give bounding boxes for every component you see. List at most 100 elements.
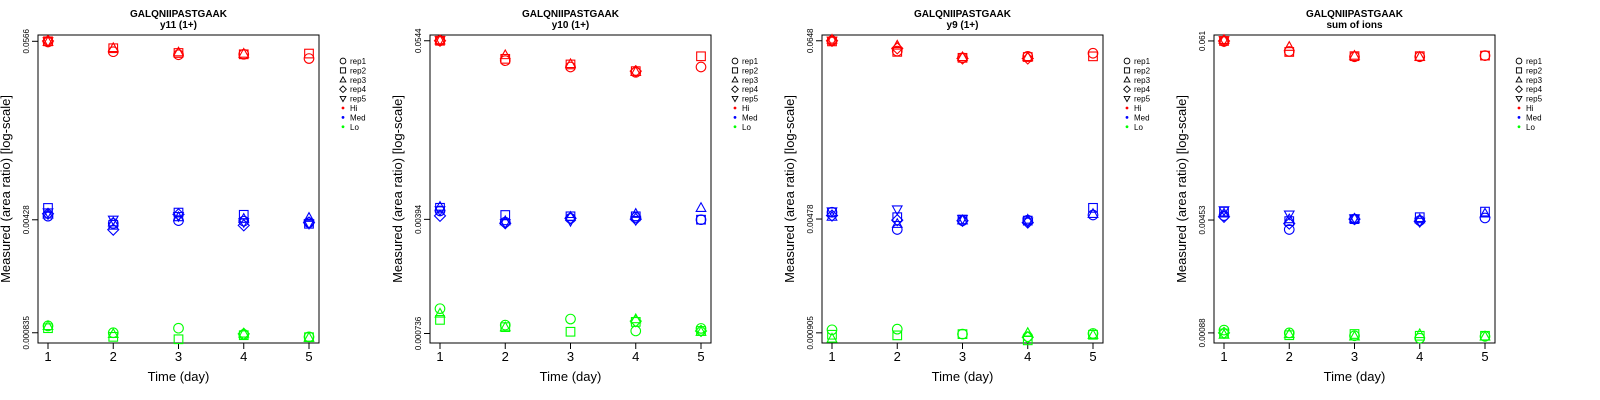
legend-label: rep2 [350, 66, 367, 75]
x-tick-label: 3 [1351, 349, 1358, 364]
y-tick-label: 0.0648 [806, 28, 815, 53]
data-point-med-rep5-day4 [630, 215, 642, 227]
data-point-hi-rep3-day4 [1022, 50, 1034, 62]
chart-subtitle: y11 (1+) [160, 20, 197, 31]
legend-swatch-rep3 [339, 75, 347, 83]
data-point-hi-rep2-day5 [696, 51, 706, 62]
data-point-lo-rep3-day1 [434, 307, 446, 318]
data-point-hi-rep4-day4 [629, 64, 643, 78]
x-tick-label: 1 [1220, 349, 1227, 364]
legend-label: rep3 [1134, 76, 1151, 85]
legend-label: rep5 [350, 95, 367, 104]
data-point-hi-rep2-day3 [565, 59, 576, 70]
data-point-hi-rep1-day2 [499, 55, 511, 67]
legend-swatch-hi [733, 106, 737, 110]
data-point-lo-rep1-day1 [434, 303, 446, 315]
data-point-hi-rep1-day3 [173, 49, 184, 61]
y-tick-label: 0.061 [1198, 30, 1207, 51]
data-point-hi-rep3-day3 [1348, 49, 1361, 60]
data-point-med-rep5-day1 [1218, 206, 1230, 217]
data-point-hi-rep1-day5 [1479, 50, 1491, 61]
x-tick-label: 5 [1481, 349, 1488, 364]
data-point-med-rep3-day1 [1218, 207, 1230, 218]
x-axis-label: Time (day) [1324, 369, 1386, 384]
legend-label: rep3 [1526, 76, 1543, 85]
legend-swatch-hi [1125, 106, 1129, 110]
data-point-hi-rep3-day2 [1283, 40, 1295, 51]
legend-label: Med [1526, 113, 1542, 122]
legend-swatch-hi [1517, 106, 1521, 110]
legend-label: Hi [742, 104, 750, 113]
data-point-med-rep5-day4 [238, 218, 250, 229]
data-point-lo-rep4-day5 [694, 324, 708, 338]
plot-frame [429, 34, 712, 344]
legend-swatch-rep1 [339, 57, 347, 65]
data-point-hi-rep2-day3 [173, 48, 184, 58]
x-tick-label: 1 [828, 349, 835, 364]
data-point-lo-rep2-day2 [892, 330, 903, 341]
data-point-med-rep2-day2 [892, 212, 903, 223]
legend-label: Lo [742, 123, 751, 132]
legend-swatch-rep1 [731, 57, 739, 65]
legend-swatch-rep1 [1123, 57, 1131, 65]
legend-swatch-rep5 [731, 95, 739, 103]
data-point-med-rep1-day1 [42, 210, 54, 222]
x-tick-label: 4 [1024, 349, 1031, 364]
legend-label: Lo [350, 123, 359, 132]
data-point-lo-rep1-day3 [565, 313, 576, 325]
y-tick-label: 0.00453 [1198, 205, 1207, 234]
legend-label: rep5 [1134, 95, 1151, 104]
data-point-hi-rep1-day5 [303, 53, 315, 64]
data-point-lo-rep1-day3 [957, 328, 968, 340]
legend-label: rep3 [350, 76, 367, 85]
chart-title: GALQNIIPASTGAAK [914, 9, 1012, 20]
data-point-lo-rep3-day4 [1022, 326, 1034, 337]
y-axis-label: Measured (area ratio) [log-scale] [1174, 95, 1189, 283]
data-point-med-rep4-day1 [433, 209, 447, 223]
data-point-hi-rep5-day1 [1218, 36, 1230, 47]
data-point-lo-rep2-day3 [957, 329, 968, 340]
legend-label: Hi [1134, 104, 1142, 113]
data-point-med-rep5-day1 [434, 206, 446, 217]
legend-swatch-rep2 [1123, 67, 1131, 74]
data-point-hi-rep3-day1 [434, 34, 446, 45]
y-tick-label: 0.00088 [1198, 318, 1207, 347]
y-tick-label: 0.00428 [22, 205, 31, 234]
data-point-hi-rep3-day3 [172, 46, 185, 57]
data-point-med-rep5-day2 [891, 205, 903, 216]
legend-swatch-rep3 [731, 75, 739, 83]
x-tick-label: 1 [44, 349, 51, 364]
x-tick-label: 3 [567, 349, 574, 364]
data-point-lo-rep3-day3 [1348, 330, 1361, 341]
data-point-lo-rep2-day4 [1414, 330, 1425, 341]
data-point-lo-rep1-day1 [826, 324, 838, 336]
data-point-lo-rep3-day5 [695, 325, 707, 336]
data-point-med-rep5-day4 [1414, 217, 1426, 229]
legend-label: rep1 [350, 57, 367, 66]
data-point-lo-rep4-day1 [1217, 326, 1231, 340]
data-point-med-rep4-day4 [237, 219, 251, 232]
data-point-med-rep5-day2 [1283, 210, 1295, 221]
legend-label: rep1 [742, 57, 759, 66]
x-tick-label: 4 [1416, 349, 1423, 364]
data-point-lo-rep3-day4 [1414, 327, 1426, 339]
data-point-med-rep1-day4 [238, 215, 250, 227]
data-point-lo-rep3-day1 [42, 319, 54, 331]
legend-swatch-rep5 [1123, 95, 1131, 103]
legend-swatch-rep4 [339, 85, 347, 94]
data-point-lo-rep2-day3 [1349, 329, 1360, 339]
data-point-med-rep5-day1 [826, 207, 838, 218]
data-point-med-rep1-day5 [695, 214, 707, 226]
data-point-hi-rep3-day1 [826, 33, 838, 44]
data-point-lo-rep3-day4 [238, 327, 250, 338]
data-point-med-rep2-day5 [696, 214, 706, 225]
x-axis-label: Time (day) [540, 369, 602, 384]
legend-label: rep3 [742, 76, 759, 85]
data-point-hi-rep2-day5 [1480, 50, 1490, 61]
legend-label: rep4 [1526, 85, 1543, 94]
data-point-lo-rep2-day3 [173, 334, 184, 345]
x-tick-label: 1 [436, 349, 443, 364]
data-point-med-rep3-day4 [630, 207, 642, 218]
